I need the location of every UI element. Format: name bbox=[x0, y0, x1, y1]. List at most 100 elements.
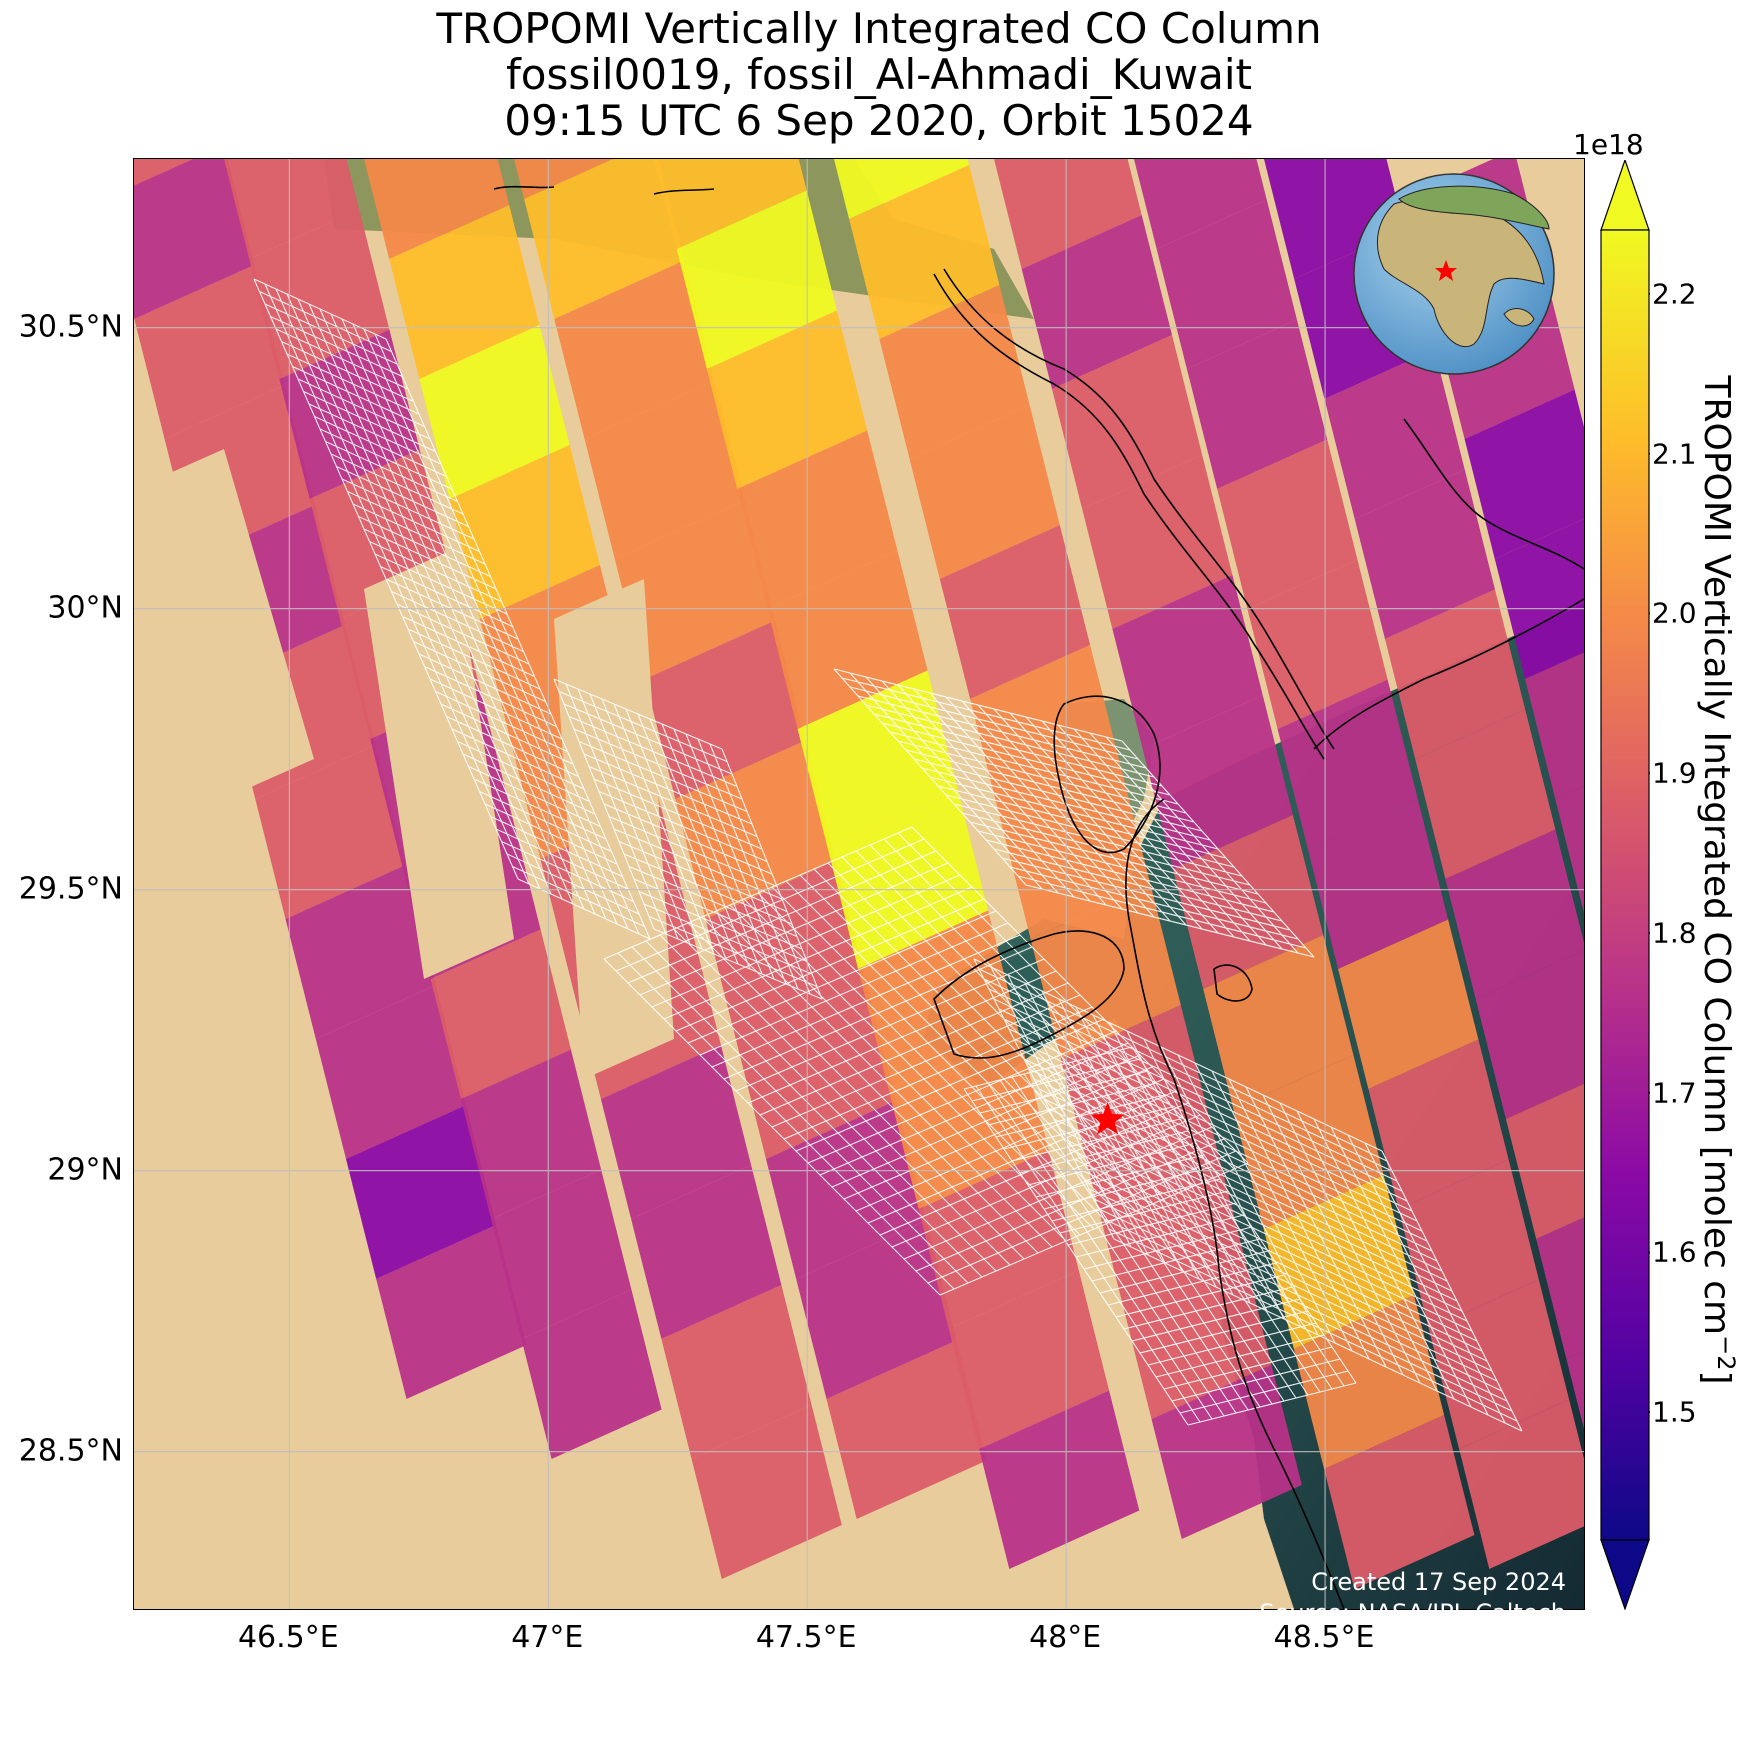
co-swath-patch bbox=[460, 1049, 602, 1219]
co-swath-patch bbox=[1415, 709, 1556, 879]
co-swath-patch bbox=[514, 159, 613, 199]
footprint-line bbox=[993, 998, 1403, 1192]
footprint-line bbox=[1155, 1334, 1325, 1378]
lat-tick-label: 29°N bbox=[47, 1152, 123, 1188]
footprint-line bbox=[396, 603, 530, 665]
co-swath-patch bbox=[1566, 1351, 1584, 1429]
created-stamp: Created 17 Sep 2024 bbox=[1311, 1568, 1566, 1596]
footprint-line bbox=[558, 690, 728, 763]
colorbar-tick-label: 1.5 bbox=[1652, 1395, 1697, 1429]
inset-globe bbox=[1353, 173, 1555, 375]
colorbar bbox=[1600, 160, 1650, 1610]
footprint-line bbox=[275, 328, 409, 390]
footprint-line bbox=[623, 853, 793, 925]
footprint-line bbox=[479, 790, 612, 853]
co-swath-patch bbox=[430, 929, 571, 1099]
footprint-line bbox=[1078, 1168, 1488, 1362]
footprint-line bbox=[1051, 1178, 1221, 1222]
co-swath-patch bbox=[1247, 559, 1388, 729]
footprint-line bbox=[1187, 1382, 1357, 1426]
co-swath-patch bbox=[1324, 1415, 1475, 1589]
co-swath-patch bbox=[1398, 1159, 1539, 1329]
footprint-line bbox=[1013, 1038, 1423, 1232]
co-swath-patch bbox=[134, 265, 285, 439]
co-swath-patch bbox=[1459, 1399, 1584, 1569]
co-swath-patch bbox=[1475, 950, 1584, 1119]
footprint-line bbox=[993, 848, 1283, 922]
footprint-line bbox=[457, 740, 590, 803]
footprint-line bbox=[1171, 1358, 1341, 1402]
co-swath-patch bbox=[1428, 1279, 1570, 1449]
footprint-line bbox=[643, 903, 813, 975]
footprint-line bbox=[627, 850, 937, 984]
colorbar-tick-label: 2.2 bbox=[1652, 277, 1697, 311]
co-swath-patch bbox=[994, 159, 1142, 269]
footprint-line bbox=[1179, 1370, 1349, 1414]
source-stamp: Source: NASA/JPL-Caltech bbox=[1259, 1599, 1566, 1627]
footprint-line bbox=[699, 922, 1009, 1056]
footprint-line bbox=[369, 540, 502, 603]
footprint-line bbox=[979, 1070, 1149, 1114]
co-swath-patch bbox=[376, 1225, 527, 1399]
co-swath-patch bbox=[661, 1285, 812, 1459]
footprint-line bbox=[501, 840, 634, 903]
co-swath-patch bbox=[614, 500, 775, 679]
footprint-line bbox=[292, 365, 425, 428]
footprint-line bbox=[841, 677, 1131, 751]
footprint-line bbox=[588, 765, 758, 838]
footprint-line bbox=[639, 862, 949, 996]
footprint-line bbox=[963, 1046, 1133, 1090]
footprint-line bbox=[553, 678, 723, 750]
co-swath-patch bbox=[691, 1405, 842, 1579]
co-swath-patch bbox=[255, 745, 406, 919]
co-swath-patch bbox=[584, 380, 745, 559]
footprint-line bbox=[314, 415, 447, 478]
co-swath-patch bbox=[1021, 215, 1172, 389]
lat-tick-label: 30.5°N bbox=[18, 309, 123, 345]
footprint-line bbox=[578, 740, 748, 813]
footprint-line bbox=[325, 440, 458, 503]
footprint-line bbox=[253, 278, 387, 340]
footprint-line bbox=[867, 1090, 1177, 1224]
footprint-line bbox=[1163, 1346, 1333, 1390]
footprint-line bbox=[512, 865, 645, 928]
footprint-line bbox=[286, 353, 420, 415]
footprint-line bbox=[971, 1058, 1141, 1102]
footprint-line bbox=[1003, 1106, 1173, 1150]
title-line-3: 09:15 UTC 6 Sep 2020, Orbit 15024 bbox=[504, 96, 1254, 145]
footprint-line bbox=[484, 803, 618, 865]
footprint-line bbox=[259, 290, 392, 353]
footprint-line bbox=[1098, 1208, 1508, 1402]
footprint-line bbox=[961, 812, 1251, 886]
co-swath-patch bbox=[918, 1150, 1079, 1329]
map-panel[interactable] bbox=[133, 158, 1585, 1610]
co-swath-patch bbox=[737, 430, 898, 609]
colorbar-bottom-extend bbox=[1600, 1539, 1650, 1610]
co-swath-patch bbox=[1186, 319, 1328, 489]
lat-tick-label: 30°N bbox=[47, 590, 123, 626]
footprint-line bbox=[687, 910, 997, 1044]
co-swath-patch bbox=[939, 525, 1091, 699]
footprint-line bbox=[723, 946, 1033, 1080]
footprint-line bbox=[1147, 1322, 1317, 1366]
colorbar-tick-label: 1.9 bbox=[1652, 756, 1697, 790]
footprint-line bbox=[1107, 1262, 1277, 1306]
footprint-line bbox=[873, 713, 1163, 787]
colorbar-label-end: ] bbox=[1696, 1370, 1737, 1385]
co-swath-patch bbox=[706, 310, 868, 489]
footprint-line bbox=[819, 1042, 1129, 1176]
footprint-line bbox=[1003, 1018, 1413, 1212]
footprint-line bbox=[833, 668, 1123, 742]
lat-tick-label: 29.5°N bbox=[18, 871, 123, 907]
footprint-line bbox=[517, 878, 651, 940]
footprint-line bbox=[1023, 1058, 1433, 1252]
footprint-line bbox=[653, 928, 823, 1000]
footprint-line bbox=[675, 898, 985, 1032]
footprint-line bbox=[1103, 1218, 1513, 1412]
co-swath-patch bbox=[1277, 679, 1418, 849]
co-swath-patch bbox=[1555, 786, 1584, 914]
footprint-line bbox=[462, 753, 596, 815]
footprint-line bbox=[391, 590, 524, 653]
co-swath-patch bbox=[909, 405, 1060, 579]
co-swath-patch bbox=[1217, 439, 1358, 609]
